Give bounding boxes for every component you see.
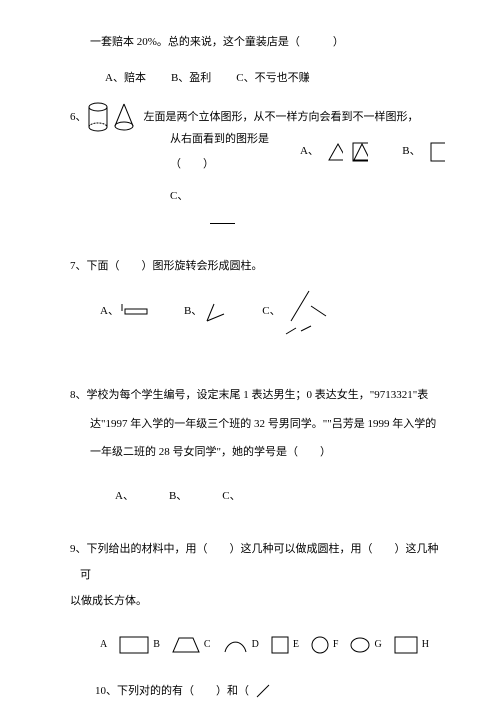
q9-label-b: B <box>153 633 160 657</box>
q8: 8、学校为每个学生编号，设定末尾 1 表达男生；0 表达女生，"9713321"… <box>70 381 445 510</box>
q9-line1: 9、下列给出的材料中，用（ ）这几种可以做成圆柱，用（ ）这几种可 <box>70 536 445 589</box>
q9-label-c: C <box>204 633 211 657</box>
trapezoid-icon <box>172 636 200 654</box>
q7-opt-c: C、 <box>262 286 330 336</box>
q6-c-label: C、 <box>170 190 188 202</box>
q9-label-d: D <box>252 633 259 657</box>
q8-opt-b: B、 <box>169 482 187 511</box>
q7-b-label: B、 <box>184 299 202 323</box>
q9: 9、下列给出的材料中，用（ ）这几种可以做成圆柱，用（ ）这几种可 以做成长方体… <box>70 536 445 657</box>
q8-line1: 8、学校为每个学生编号，设定末尾 1 表达男生；0 表达女生，"9713321"… <box>70 381 445 410</box>
q7-opt-b: B、 <box>184 296 232 326</box>
q10-text: 10、下列对的的有（ ）和（ <box>95 679 249 703</box>
arc-icon <box>223 636 248 654</box>
q7-a-label: A、 <box>100 299 119 323</box>
rectangle2-icon <box>394 636 418 654</box>
q8-opt-a: A、 <box>115 482 134 511</box>
slash-icon <box>253 682 273 700</box>
cylinder-icon <box>87 102 109 132</box>
scatter-lines-icon <box>281 286 331 336</box>
q7: 7、下面（ ）图形旋转会形成圆柱。 A、 B、 C、 <box>70 254 445 336</box>
q7-text: 7、下面（ ）图形旋转会形成圆柱。 <box>70 254 445 278</box>
cone-icon <box>112 102 136 132</box>
q6-options-row: 从右面看到的图形是（ ） A、 B、 <box>70 127 445 175</box>
triangle-outline-icon <box>327 141 343 163</box>
q7-opt-a: A、 <box>100 299 154 323</box>
q5-opt-a: A、赔本 <box>105 66 146 90</box>
q9-label-f: F <box>333 633 339 657</box>
q5-opt-c: C、不亏也不赚 <box>236 66 309 90</box>
q9-shapes-row: A B C D E F G H <box>70 633 445 657</box>
circle-icon <box>311 636 329 654</box>
q8-opt-c: C、 <box>222 482 240 511</box>
q8-options: A、 B、 C、 <box>70 482 445 511</box>
q7-options: A、 B、 C、 <box>70 286 445 336</box>
angle-lines-icon <box>202 296 232 326</box>
q9-label-h: H <box>422 633 429 657</box>
q6-prefix: 6、 <box>70 105 87 129</box>
q6-a-label: A、 <box>300 139 319 163</box>
q5-options: A、赔本 B、盈利 C、不亏也不赚 <box>70 66 445 90</box>
q7-c-label: C、 <box>262 299 280 323</box>
square-icon <box>429 141 445 163</box>
flat-rect-rotate-icon <box>119 301 154 321</box>
q6-c-row: C、 <box>70 184 445 208</box>
rectangle-icon <box>119 636 149 654</box>
q6-text1: 左面是两个立体图形，从不一样方向会看到不一样图形， <box>144 105 419 129</box>
q10: 10、下列对的的有（ ）和（ <box>70 679 445 703</box>
square-triangle-icon <box>351 141 367 163</box>
q9-label-a: A <box>100 633 107 657</box>
q9-line2: 以做成长方体。 <box>70 588 445 614</box>
ellipse-icon <box>350 637 370 653</box>
divider-short <box>210 223 235 224</box>
q6-text2: 从右面看到的图形是（ ） <box>170 127 276 175</box>
q5-opt-b: B、盈利 <box>171 66 211 90</box>
square-small-icon <box>271 636 289 654</box>
q9-label-e: E <box>293 633 299 657</box>
q5-text: 一套赔本 20%。总的来说，这个童装店是（ ） <box>70 30 445 54</box>
q9-label-g: G <box>374 633 381 657</box>
q8-line2: 达"1997 年入学的一年级三个班的 32 号男同学。""吕芳是 1999 年入… <box>70 410 445 439</box>
q8-line3: 一年级二班的 28 号女同学"，她的学号是（ ） <box>70 438 445 467</box>
q6-solids <box>87 102 136 132</box>
q6-b-label: B、 <box>402 139 420 163</box>
